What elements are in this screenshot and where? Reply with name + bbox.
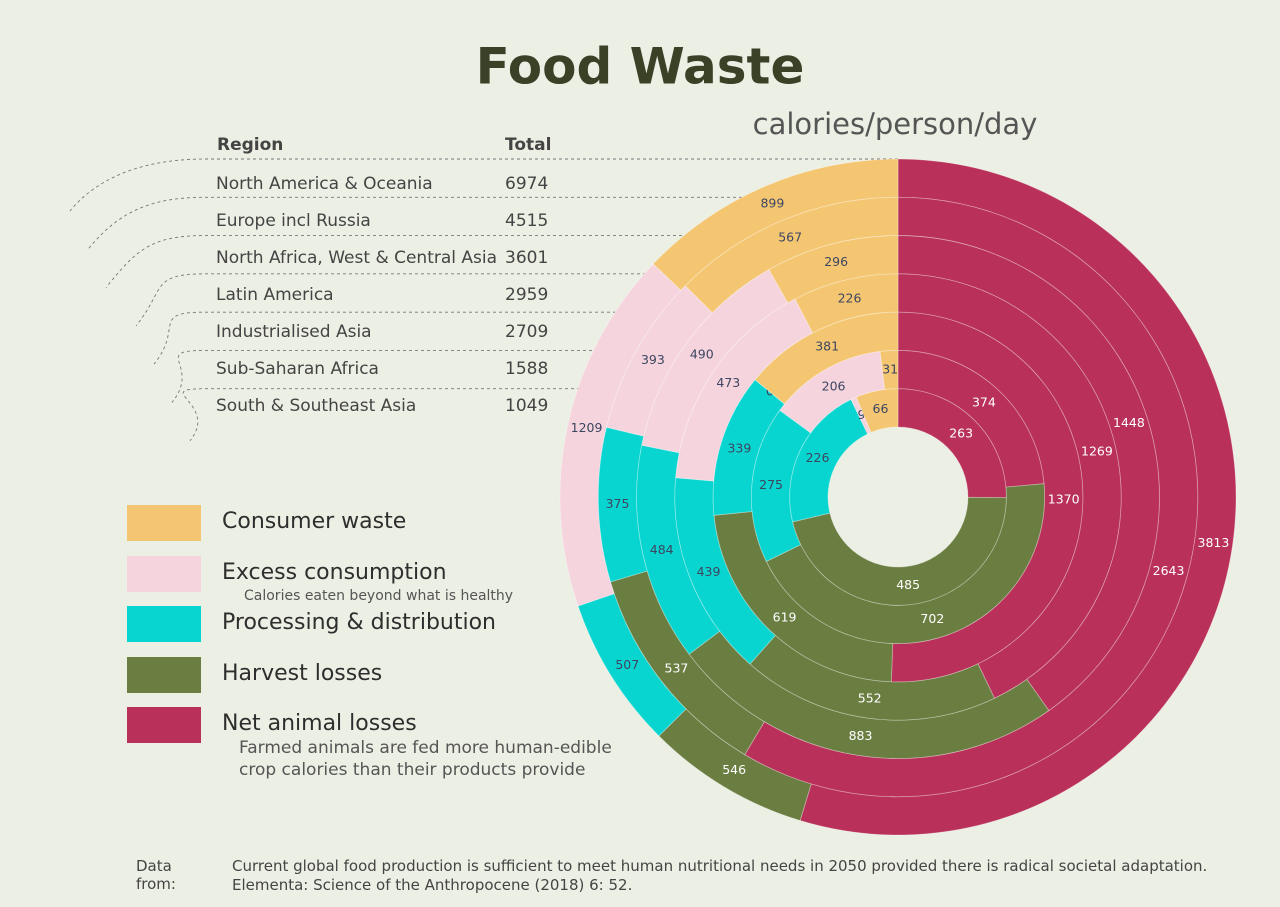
leader-line xyxy=(87,196,898,250)
ring-segment xyxy=(789,398,869,523)
legend-label: Harvest losses xyxy=(222,660,383,686)
chart-title: Food Waste xyxy=(476,38,805,96)
table-header: Region xyxy=(217,135,283,155)
value-label: 374 xyxy=(972,394,996,409)
value-label: 381 xyxy=(815,339,839,354)
value-label: 473 xyxy=(716,375,740,390)
value-label: 899 xyxy=(760,195,784,210)
legend-swatch xyxy=(127,555,201,592)
legend-note: Farmed animals are fed more human-edible… xyxy=(239,738,612,780)
value-label: 393 xyxy=(641,352,665,367)
legend-swatch xyxy=(127,656,201,693)
region-label: North America & Oceania xyxy=(216,174,433,194)
legend-label: Consumer waste xyxy=(222,509,407,534)
leader-line xyxy=(69,158,898,212)
source-label: Data from: xyxy=(136,857,176,893)
value-label: 490 xyxy=(690,346,714,361)
region-total: 2709 xyxy=(505,322,548,342)
value-label: 485 xyxy=(896,577,920,592)
value-label: 1269 xyxy=(1081,443,1113,458)
ring-segment xyxy=(850,396,872,435)
value-label: 206 xyxy=(822,379,846,394)
value-label: 1209 xyxy=(571,420,603,435)
value-label: 275 xyxy=(759,477,783,492)
value-label: 226 xyxy=(838,290,862,305)
legend-label: Excess consumption xyxy=(222,559,447,585)
value-label: 1370 xyxy=(1048,491,1080,506)
ring-segment xyxy=(855,388,899,433)
value-label: 31 xyxy=(882,361,898,376)
legend-swatch xyxy=(127,505,201,541)
value-label: 546 xyxy=(722,762,746,777)
value-label: 507 xyxy=(615,657,639,672)
value-label: 883 xyxy=(849,728,873,743)
value-label: 9 xyxy=(857,407,865,422)
legend-label: Processing & distribution xyxy=(222,610,496,635)
value-label: 537 xyxy=(665,661,689,676)
region-total: 4515 xyxy=(505,211,548,231)
value-label: 702 xyxy=(920,611,944,626)
table-header: Total xyxy=(505,135,551,155)
legend-item: Excess consumption Calories eaten beyond … xyxy=(127,555,647,607)
legend-item: Processing & distribution xyxy=(127,606,647,657)
region-label: Latin America xyxy=(216,285,334,305)
value-label: 1448 xyxy=(1113,415,1145,430)
legend-item: Consumer waste xyxy=(127,505,647,556)
value-label: 339 xyxy=(727,440,751,455)
legend-swatch xyxy=(127,606,201,642)
region-label: Sub-Saharan Africa xyxy=(216,359,379,379)
value-label: 3813 xyxy=(1198,535,1230,550)
legend-item: Harvest losses xyxy=(127,656,647,708)
legend-note: Calories eaten beyond what is healthy xyxy=(244,587,514,604)
region-total: 3601 xyxy=(505,248,548,268)
source-line: Elementa: Science of the Anthropocene (2… xyxy=(232,876,633,894)
region-total: 6974 xyxy=(505,174,548,194)
region-label: Europe incl Russia xyxy=(216,211,371,231)
region-total: 1049 xyxy=(505,396,548,416)
ring-segment xyxy=(897,388,1007,498)
legend: Consumer waste Excess consumption Calories… xyxy=(127,505,647,780)
region-label: Industrialised Asia xyxy=(216,322,372,342)
value-label: 484 xyxy=(650,542,674,557)
value-label: 226 xyxy=(806,450,830,465)
value-label: 567 xyxy=(778,229,802,244)
leader-line xyxy=(171,349,898,403)
legend-item: Net animal losses Farmed animals are fed … xyxy=(127,707,647,780)
value-label: 66 xyxy=(873,401,889,416)
region-label: North Africa, West & Central Asia xyxy=(216,248,497,268)
value-label: 552 xyxy=(858,691,882,706)
value-label: 375 xyxy=(606,496,630,511)
leader-line xyxy=(105,235,898,288)
ring-segment xyxy=(792,496,1007,606)
value-label: 2643 xyxy=(1153,563,1185,578)
value-label: 439 xyxy=(697,564,721,579)
legend-swatch xyxy=(127,707,201,743)
value-label: 619 xyxy=(773,609,797,624)
region-total: 2959 xyxy=(505,285,548,305)
legend-label: Net animal losses xyxy=(222,711,417,736)
value-label: 263 xyxy=(949,426,973,441)
leader-line xyxy=(153,311,898,365)
region-total: 1588 xyxy=(505,359,548,379)
value-label: 296 xyxy=(824,254,848,269)
source-line: Current global food production is suffic… xyxy=(232,857,1208,875)
region-label: South & Southeast Asia xyxy=(216,396,416,416)
chart-subtitle: calories/person/day xyxy=(753,107,1038,141)
